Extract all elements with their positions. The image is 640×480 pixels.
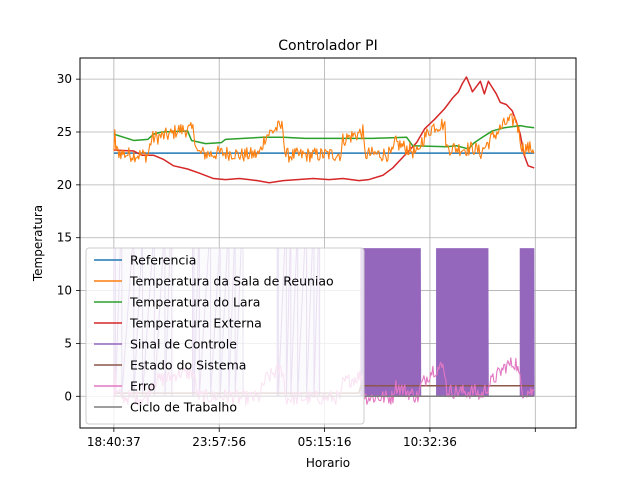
y-tick-label: 25	[57, 125, 72, 139]
series-temperatura-da-sala-de-reuniao	[113, 113, 535, 163]
legend-label: Ciclo de Trabalho	[130, 400, 237, 415]
y-tick-label: 30	[57, 72, 72, 86]
x-tick-label: 10:32:36	[403, 435, 457, 449]
x-tick-label: 18:40:37	[87, 435, 141, 449]
y-tick-label: 0	[64, 389, 72, 403]
x-axis-label: Horario	[306, 456, 350, 470]
series-temperatura-do-lara	[113, 124, 535, 150]
x-tick-label: 05:15:16	[298, 435, 352, 449]
legend-label: Temperatura da Sala de Reuniao	[129, 274, 334, 289]
legend-label: Estado do Sistema	[130, 358, 246, 373]
y-tick-label: 5	[64, 336, 72, 350]
legend-label: Temperatura Externa	[129, 316, 262, 331]
legend-box	[85, 247, 365, 425]
legend-label: Erro	[130, 379, 155, 394]
x-tick-label: 23:57:56	[192, 435, 246, 449]
y-tick-label: 10	[57, 284, 72, 298]
y-tick-label: 15	[57, 231, 72, 245]
legend: Referencia Temperatura da Sala de Reuniao…	[85, 247, 365, 425]
y-axis-label: Temperatura	[31, 205, 45, 282]
legend-label: Sinal de Controle	[130, 337, 237, 352]
series-sinal-de-controle-burst	[519, 248, 535, 397]
series-temperatura-externa	[113, 76, 535, 184]
plot-frame	[79, 57, 577, 429]
chart-title: Controlador PI	[278, 38, 377, 54]
legend-label: Referencia	[130, 253, 196, 268]
series-sinal-de-controle-burst	[360, 248, 422, 397]
axis-ticks: 0 5 10 15 20 25 30 18:40:37 23:57:56 05:15:16 10:3…	[57, 72, 536, 449]
legend-label: Temperatura do Lara	[129, 295, 260, 310]
y-tick-label: 20	[57, 178, 72, 192]
